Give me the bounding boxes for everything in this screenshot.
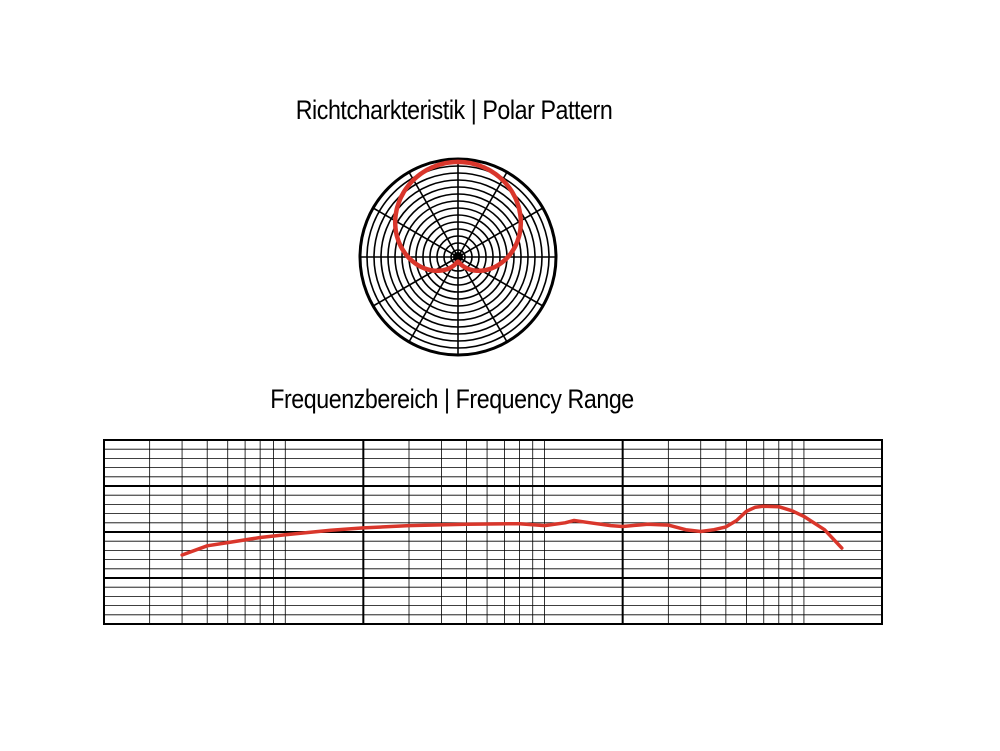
polar-spoke [408,171,459,258]
polar-spoke [457,207,544,258]
polar-spoke [408,256,459,343]
polar-spoke [372,207,459,258]
freq-plot-frame [103,439,883,625]
polar-response-curve [392,159,524,274]
polar-spoke [457,171,508,258]
polar-center [453,252,463,262]
polar-spoke [372,256,459,307]
polar-spoke [457,256,508,343]
frequency-range-title: Frequenzbereich | Frequency Range [270,384,634,414]
polar-pattern-title: Richtcharkteristik | Polar Pattern [295,95,613,125]
polar-spoke [457,256,544,307]
frequency-response-curve [180,504,844,557]
